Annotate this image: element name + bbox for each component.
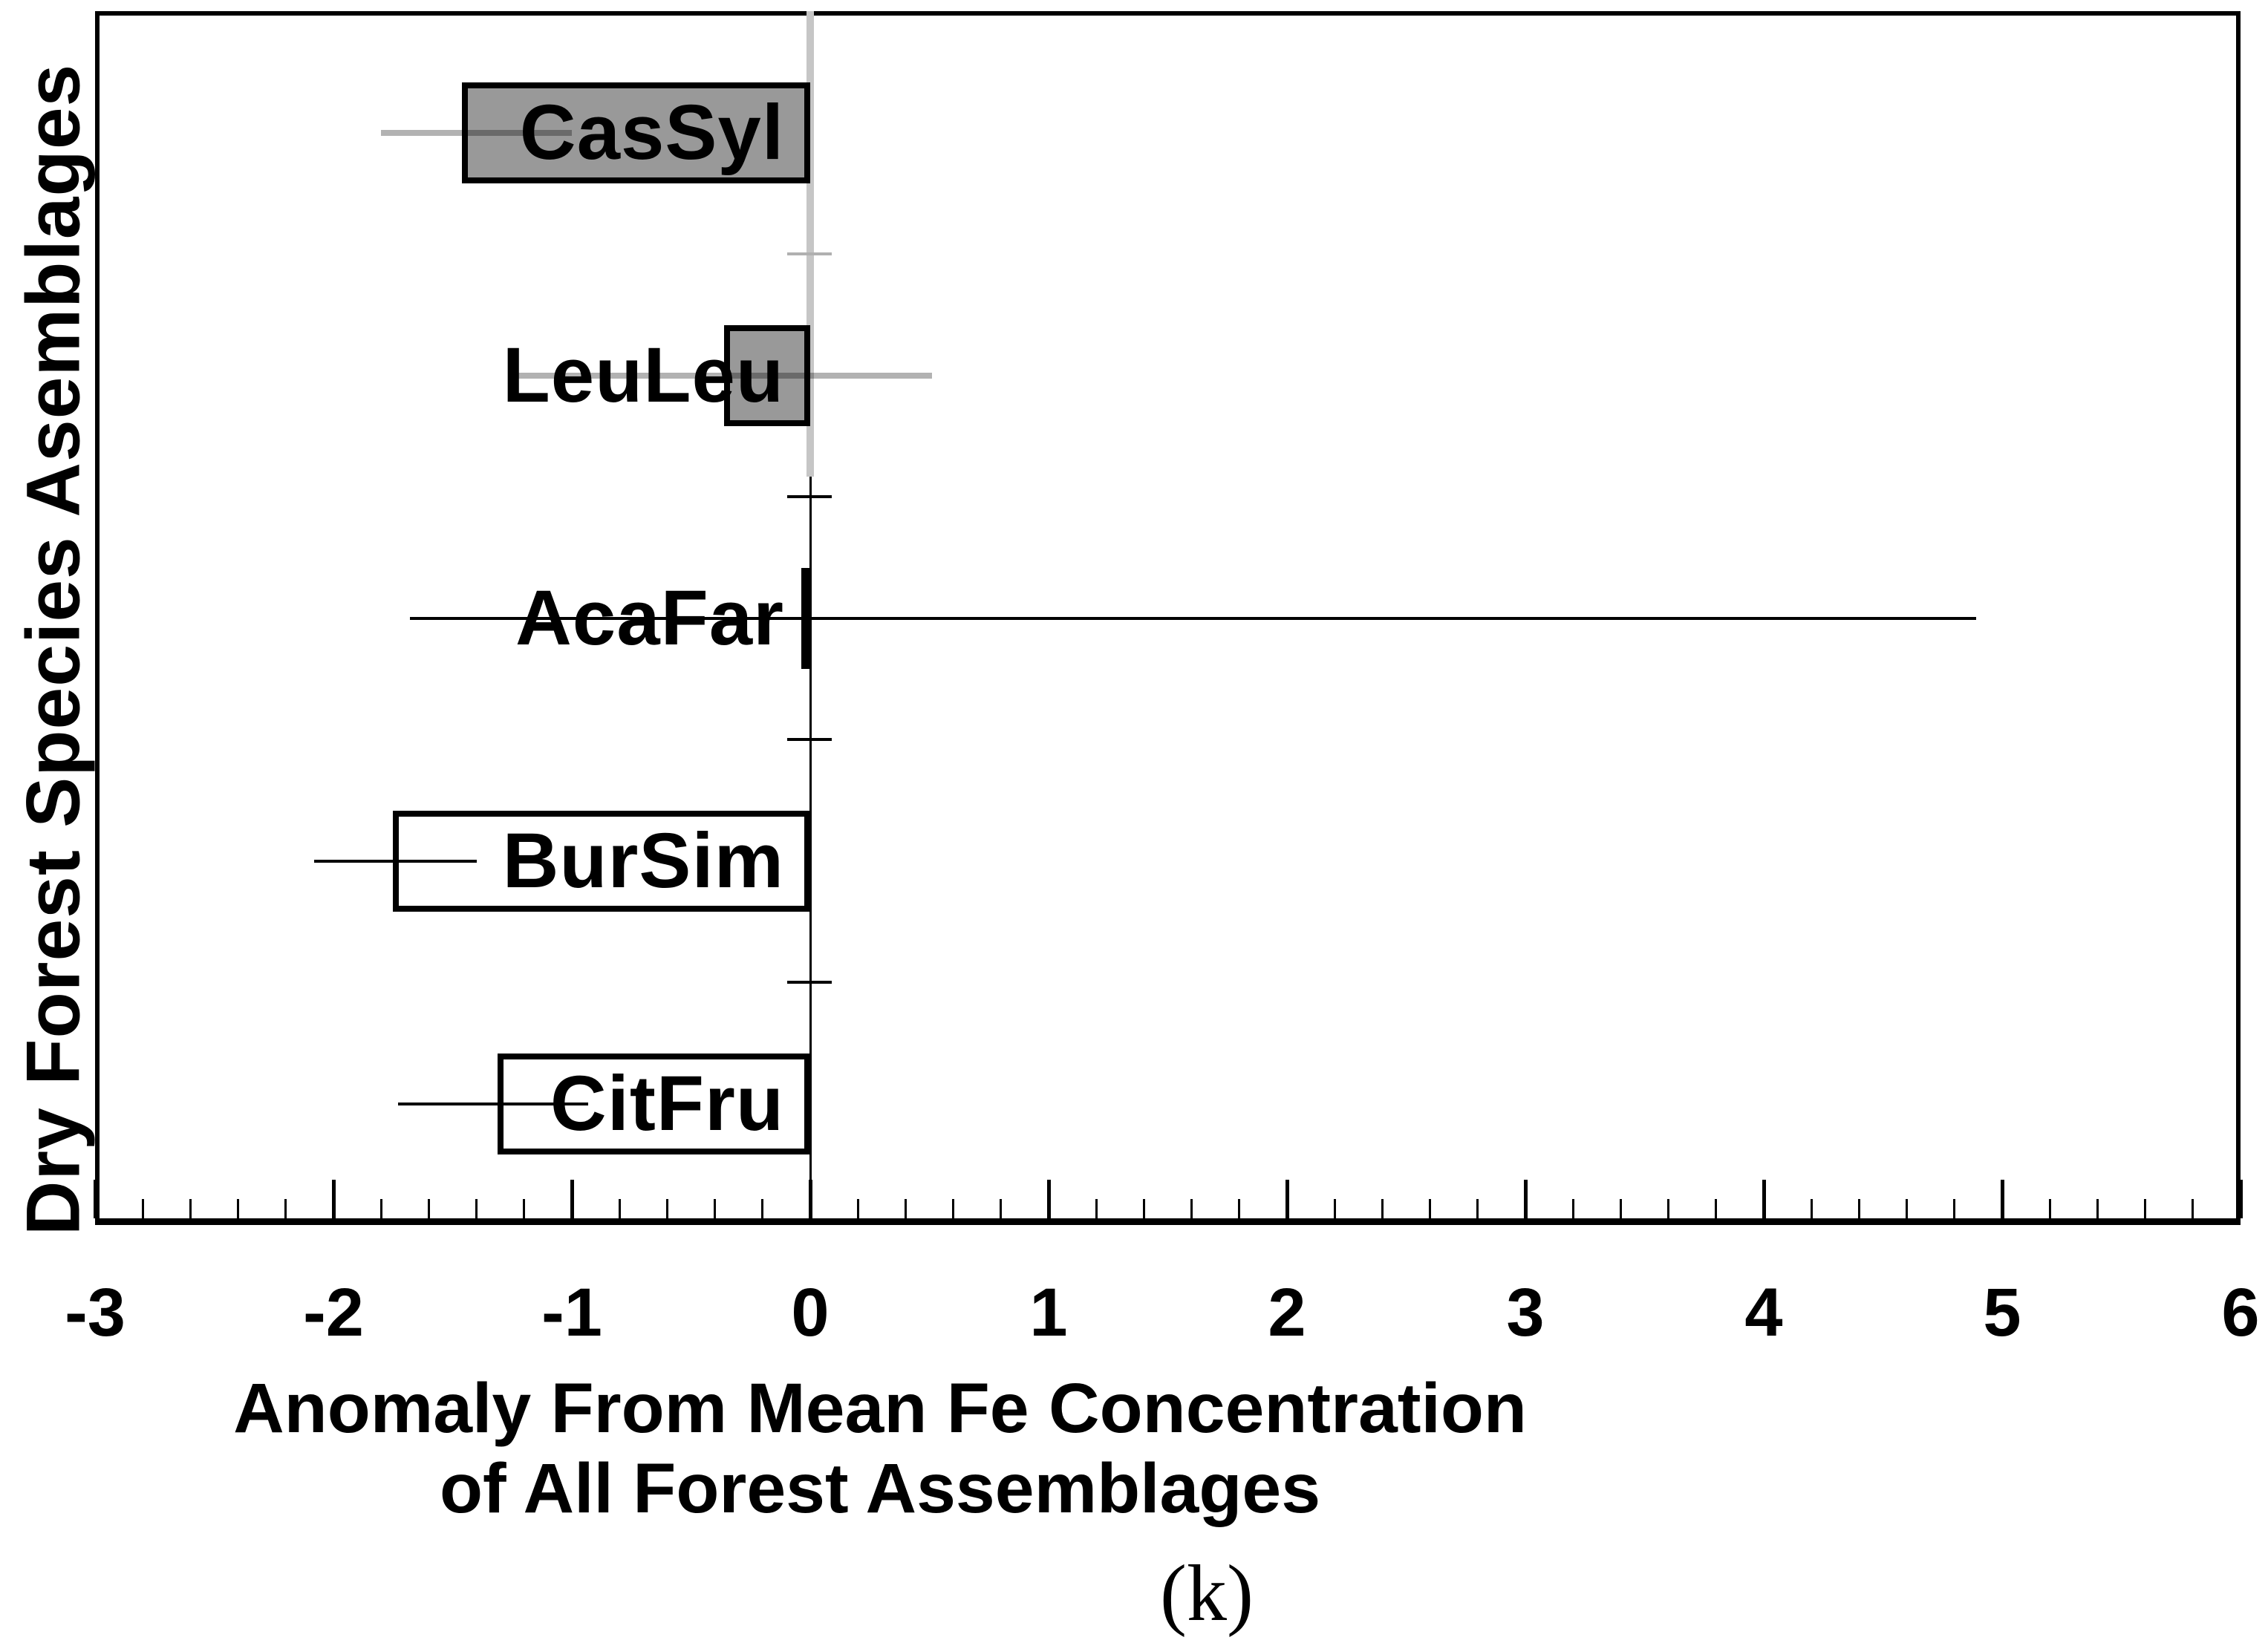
error-bar-leuleu (512, 372, 932, 379)
category-boundary-tick (787, 495, 832, 498)
x-axis-major-tick (93, 1180, 97, 1218)
x-axis-minor-tick (1953, 1199, 1956, 1218)
category-label-cassyl: CasSyl (519, 88, 784, 176)
x-axis-minor-tick (1667, 1199, 1670, 1218)
x-axis-minor-tick (1571, 1199, 1574, 1218)
x-axis-minor-tick (1857, 1199, 1860, 1218)
x-axis-minor-tick (1381, 1199, 1384, 1218)
x-axis-minor-tick (618, 1199, 621, 1218)
x-axis-major-tick (2000, 1180, 2004, 1218)
error-bar-citfru (397, 1102, 589, 1105)
x-axis-title-line2: of All Forest Assemblages (439, 1449, 1321, 1528)
x-tick-label-1: 1 (1029, 1275, 1068, 1350)
x-axis-minor-tick (475, 1199, 478, 1218)
x-axis-minor-tick (1000, 1199, 1003, 1218)
category-boundary-tick (787, 738, 832, 741)
x-axis-title-line1: Anomaly From Mean Fe Concentration (233, 1369, 1527, 1448)
x-axis-minor-tick (141, 1199, 144, 1218)
error-bar-acafar (409, 616, 1976, 620)
x-axis-minor-tick (237, 1199, 240, 1218)
category-label-bursim: BurSim (502, 817, 784, 904)
x-axis-minor-tick (1619, 1199, 1622, 1218)
x-axis-major-tick (570, 1180, 574, 1218)
category-label-acafar: AcaFar (515, 574, 784, 662)
x-axis-minor-tick (665, 1199, 668, 1218)
x-tick-label-6: 6 (2221, 1275, 2260, 1350)
x-tick-label--2: -2 (303, 1275, 364, 1350)
category-label-citfru: CitFru (550, 1059, 784, 1147)
x-tick-label--3: -3 (65, 1275, 126, 1350)
x-axis-title: Anomaly From Mean Fe Concentration of Al… (233, 1368, 1527, 1529)
zero-reference-line-lower (809, 477, 812, 1225)
x-axis-major-tick (2238, 1180, 2243, 1218)
x-axis-major-tick (1285, 1180, 1289, 1218)
x-tick-label-4: 4 (1744, 1275, 1783, 1350)
error-bar-cassyl (381, 129, 572, 136)
x-axis-major-tick (1046, 1180, 1051, 1218)
x-axis-minor-tick (904, 1199, 907, 1218)
x-axis-major-tick (1523, 1180, 1528, 1218)
x-axis-minor-tick (427, 1199, 430, 1218)
x-axis-minor-tick (523, 1199, 526, 1218)
x-axis-minor-tick (189, 1199, 192, 1218)
x-axis-minor-tick (761, 1199, 764, 1218)
x-axis-minor-tick (952, 1199, 955, 1218)
x-axis-minor-tick (714, 1199, 717, 1218)
x-axis-minor-tick (379, 1199, 382, 1218)
x-axis-minor-tick (1333, 1199, 1336, 1218)
bar-citfru (498, 1053, 810, 1154)
x-axis-minor-tick (856, 1199, 859, 1218)
x-axis-minor-tick (1429, 1199, 1432, 1218)
x-axis-minor-tick (2096, 1199, 2099, 1218)
x-axis-minor-tick (2192, 1199, 2194, 1218)
zero-reference-line-upper (806, 11, 814, 477)
x-axis-minor-tick (2144, 1199, 2147, 1218)
x-axis-major-tick (331, 1180, 336, 1218)
y-axis-label: Dry Forest Species Asemblages (10, 63, 96, 1236)
x-axis-minor-tick (1810, 1199, 1813, 1218)
x-axis-minor-tick (284, 1199, 287, 1218)
x-axis-major-tick (808, 1180, 812, 1218)
x-tick-label--1: -1 (541, 1275, 602, 1350)
x-tick-label-0: 0 (791, 1275, 830, 1350)
category-boundary-tick (787, 981, 832, 984)
figure-panel-label: (k) (1160, 1549, 1254, 1638)
x-axis-minor-tick (1190, 1199, 1193, 1218)
x-axis-minor-tick (2048, 1199, 2051, 1218)
x-axis-major-tick (1762, 1180, 1766, 1218)
bar-leuleu (724, 324, 810, 426)
plot-area: CasSyl LeuLeu AcaFar BurSim CitFru (93, 11, 2243, 1225)
plot-frame: CasSyl LeuLeu AcaFar BurSim CitFru (93, 11, 2243, 1225)
x-tick-label-2: 2 (1268, 1275, 1306, 1350)
category-label-leuleu: LeuLeu (502, 331, 784, 419)
x-axis-minor-tick (1142, 1199, 1145, 1218)
x-axis-minor-tick (1238, 1199, 1241, 1218)
x-axis-minor-tick (1476, 1199, 1479, 1218)
bar-cassyl (462, 82, 810, 183)
error-bar-bursim (314, 859, 477, 863)
x-tick-label-5: 5 (1983, 1275, 2021, 1350)
category-boundary-tick (787, 252, 832, 255)
x-tick-label-3: 3 (1506, 1275, 1545, 1350)
x-axis-minor-tick (1715, 1199, 1718, 1218)
x-axis-minor-tick (1095, 1199, 1098, 1218)
x-axis-minor-tick (1906, 1199, 1909, 1218)
